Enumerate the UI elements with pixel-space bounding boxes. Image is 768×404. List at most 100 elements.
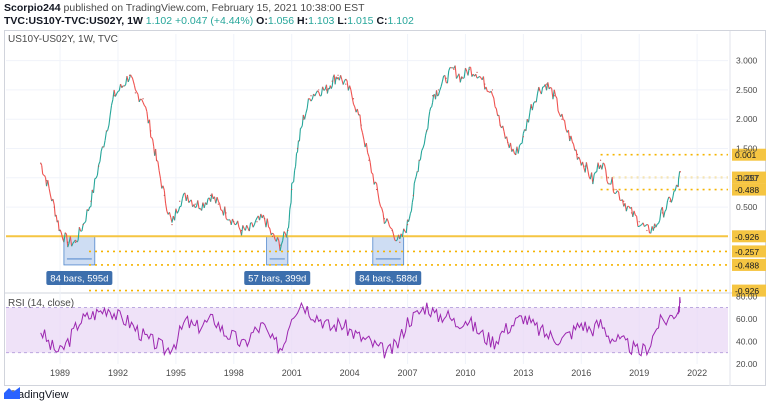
price-candle [69, 236, 73, 247]
price-candle [485, 86, 488, 92]
price-candle [674, 184, 678, 191]
price-candle [350, 89, 353, 98]
price-point [150, 130, 152, 132]
price-candle [255, 217, 258, 221]
price-candle [360, 127, 364, 133]
price-candle [44, 175, 47, 178]
price-point [217, 203, 219, 205]
price-candle [371, 172, 374, 175]
price-candle [602, 162, 605, 165]
price-candle [488, 91, 491, 93]
price-candle [361, 132, 365, 140]
x-tick-label: 2022 [687, 368, 707, 378]
price-point [522, 136, 524, 138]
price-point [121, 86, 123, 88]
price-point [360, 124, 362, 126]
price-candle [491, 94, 495, 99]
price-candle [403, 228, 406, 232]
price-candle [417, 160, 420, 172]
price-point [194, 203, 196, 205]
price-candle [380, 205, 383, 209]
price-candle [470, 67, 473, 77]
author-name[interactable]: Scorpio244 [4, 2, 61, 14]
price-candle [288, 209, 291, 221]
price-point [599, 159, 602, 161]
price-candle [475, 73, 478, 79]
price-point [302, 118, 304, 120]
price-candle [60, 232, 64, 239]
price-candle [587, 169, 590, 177]
price-change: +0.047 (+4.44%) [175, 15, 254, 27]
price-candle [242, 225, 245, 229]
price-candle [670, 198, 674, 203]
price-candle [180, 198, 183, 207]
price-candle [482, 76, 486, 90]
price-candle [294, 166, 297, 171]
price-candle [176, 210, 179, 214]
price-candle [363, 139, 366, 148]
price-candle [65, 234, 69, 248]
price-point [240, 229, 243, 232]
price-candle [476, 76, 479, 79]
level-tag: -0.488 [735, 185, 759, 195]
rsi-tick-label: 20.00 [736, 359, 758, 369]
price-candle [570, 135, 573, 142]
price-candle [603, 164, 607, 171]
price-candle [116, 91, 119, 94]
date-range-label-bg [244, 270, 311, 285]
close-label: C: [376, 15, 388, 27]
price-candle [100, 146, 104, 152]
price-candle [387, 221, 391, 227]
price-point [53, 206, 55, 208]
price-candle [435, 90, 439, 97]
price-point [623, 200, 625, 202]
price-candle [283, 231, 286, 234]
price-candle [323, 88, 326, 91]
price-candle [269, 228, 272, 235]
rsi-pane-legend[interactable]: RSI (14, close) [8, 298, 75, 309]
price-candle [206, 198, 209, 205]
tradingview-brand[interactable]: TradingView [8, 389, 69, 401]
price-point [654, 226, 656, 229]
price-point [171, 224, 173, 226]
price-point [296, 147, 299, 150]
footer: TradingView [4, 387, 69, 403]
price-point [679, 171, 681, 173]
price-candle [611, 177, 615, 192]
main-pane-legend[interactable]: US10Y-US02Y, 1W, TVC [8, 34, 118, 45]
price-candle [621, 199, 625, 207]
rsi-tick-label: 80.00 [736, 291, 758, 301]
price-candle [616, 190, 620, 193]
price-point [271, 235, 274, 237]
price-candle [446, 70, 450, 84]
level-tag: -0.257 [735, 247, 759, 257]
price-candle [148, 119, 152, 138]
price-candle [351, 97, 355, 105]
x-tick-label: 2004 [340, 368, 360, 378]
price-candle [673, 190, 676, 192]
price-candle [441, 76, 445, 82]
price-candle [383, 221, 387, 224]
price-candle [618, 191, 621, 201]
price-point [677, 185, 679, 188]
price-candle [188, 200, 191, 203]
price-candle [454, 65, 457, 79]
y-tick-label: 0.500 [736, 202, 758, 212]
price-candle [636, 216, 639, 227]
price-candle [635, 214, 637, 217]
level-tag-bg [732, 148, 766, 161]
price-candle [585, 162, 589, 170]
price-candle [432, 94, 435, 103]
price-point [155, 159, 158, 161]
price-point [233, 221, 235, 223]
price-candle [517, 145, 521, 154]
price-candle [614, 192, 617, 195]
price-point [515, 153, 517, 155]
x-tick-label: 1995 [166, 368, 186, 378]
price-point [661, 212, 663, 214]
price-candle [512, 148, 515, 154]
price-point [40, 162, 42, 164]
chart-frame [4, 30, 766, 386]
price-candle [77, 227, 80, 241]
